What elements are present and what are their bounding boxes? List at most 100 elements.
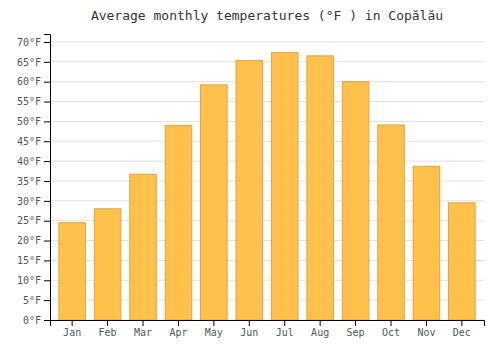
tick-label: 40°F: [17, 156, 41, 167]
bar: [201, 85, 228, 320]
tick-mark: [178, 320, 179, 326]
y-tick: 5°F: [23, 295, 50, 306]
tick-mark: [44, 181, 50, 182]
y-tick: 35°F: [17, 176, 50, 187]
tick-mark: [44, 280, 50, 281]
tick-label: Jul: [276, 327, 294, 338]
x-tick: Mar: [134, 320, 152, 338]
tick-mark: [213, 320, 214, 326]
bars: [59, 53, 475, 320]
y-tick: 45°F: [17, 136, 50, 147]
tick-mark: [249, 320, 250, 326]
tick-label: Sep: [347, 327, 365, 338]
tick-mark: [355, 320, 356, 326]
tick-mark: [426, 320, 427, 326]
tick-mark: [391, 320, 392, 326]
x-tick: Dec: [453, 320, 471, 338]
bar: [307, 56, 334, 320]
tick-mark: [461, 320, 462, 326]
tick-mark: [44, 241, 50, 242]
chart-svg: 0°F 5°F 10°F 15°F 20°F 25°F 30°F 35°F 40°F 45°F 50…: [0, 0, 500, 350]
tick-label: 20°F: [17, 235, 41, 246]
tick-label: 25°F: [17, 215, 41, 226]
tick-mark: [44, 42, 50, 43]
tick-mark: [44, 201, 50, 202]
grid-line: [50, 61, 484, 62]
tick-label: Jan: [63, 327, 81, 338]
tick-label: 70°F: [17, 37, 41, 48]
tick-label: 10°F: [17, 275, 41, 286]
y-tick: 10°F: [17, 275, 50, 286]
bar: [449, 203, 476, 320]
x-tick: Jun: [240, 320, 258, 338]
tick-mark: [44, 141, 50, 142]
tick-mark: [44, 121, 50, 122]
x-tick: Oct: [382, 320, 400, 338]
tick-label: 50°F: [17, 116, 41, 127]
tick-label: Nov: [417, 327, 435, 338]
y-tick: 55°F: [17, 96, 50, 107]
tick-label: 35°F: [17, 176, 41, 187]
tick-label: Mar: [134, 327, 152, 338]
tick-label: 55°F: [17, 96, 41, 107]
x-tick: Sep: [347, 320, 365, 338]
tick-mark: [44, 82, 50, 83]
tick-mark: [44, 221, 50, 222]
y-tick: 20°F: [17, 235, 50, 246]
bar: [59, 223, 86, 320]
tick-label: 60°F: [17, 76, 41, 87]
tick-mark: [44, 62, 50, 63]
tick-mark: [44, 102, 50, 103]
chart-container: 0°F 5°F 10°F 15°F 20°F 25°F 30°F 35°F 40°F 45°F 50…: [0, 0, 500, 350]
tick-mark: [72, 320, 73, 326]
tick-label: Aug: [311, 327, 329, 338]
grid-line: [50, 121, 484, 122]
tick-label: 65°F: [17, 57, 41, 68]
axis-line: [51, 321, 485, 327]
tick-mark: [44, 161, 50, 162]
tick-label: Oct: [382, 327, 400, 338]
x-tick: Jul: [276, 320, 294, 338]
tick-label: Feb: [99, 327, 117, 338]
x-tick: Feb: [99, 320, 117, 338]
x-tick: Apr: [169, 320, 187, 338]
axis-line: [44, 35, 51, 321]
x-axis: Jan Feb Mar Apr May Jun Jul Aug Sep Oct Nov Dec: [51, 320, 485, 338]
x-tick: Aug: [311, 320, 329, 338]
y-tick: 0°F: [23, 315, 50, 326]
tick-mark: [320, 320, 321, 326]
y-tick: 40°F: [17, 156, 50, 167]
tick-label: 5°F: [23, 295, 41, 306]
tick-mark: [44, 320, 50, 321]
tick-label: Dec: [453, 327, 471, 338]
grid: [50, 42, 484, 320]
tick-label: 45°F: [17, 136, 41, 147]
tick-label: May: [205, 327, 223, 338]
plot-area: 0°F 5°F 10°F 15°F 20°F 25°F 30°F 35°F 40°F 45°F 50…: [17, 35, 485, 339]
bar: [413, 166, 440, 320]
tick-mark: [44, 300, 50, 301]
bar: [342, 82, 369, 320]
bar: [165, 125, 192, 320]
grid-line: [50, 101, 484, 102]
grid-line: [50, 161, 484, 162]
y-axis: 0°F 5°F 10°F 15°F 20°F 25°F 30°F 35°F 40°F 45°F 50…: [17, 35, 51, 326]
y-tick: 60°F: [17, 76, 50, 87]
tick-mark: [284, 320, 285, 326]
tick-label: Apr: [169, 327, 187, 338]
tick-label: 15°F: [17, 255, 41, 266]
y-tick: 65°F: [17, 57, 50, 68]
y-tick: 70°F: [17, 37, 50, 48]
grid-line: [50, 141, 484, 142]
y-tick: 15°F: [17, 255, 50, 266]
x-tick: Jan: [63, 320, 81, 338]
grid-line: [50, 41, 484, 42]
tick-label: 30°F: [17, 196, 41, 207]
tick-label: 0°F: [23, 315, 41, 326]
bar: [378, 125, 405, 320]
bar: [130, 174, 157, 320]
x-tick: May: [205, 320, 223, 338]
grid-line: [50, 81, 484, 82]
y-tick: 30°F: [17, 196, 50, 207]
bar: [236, 61, 263, 320]
